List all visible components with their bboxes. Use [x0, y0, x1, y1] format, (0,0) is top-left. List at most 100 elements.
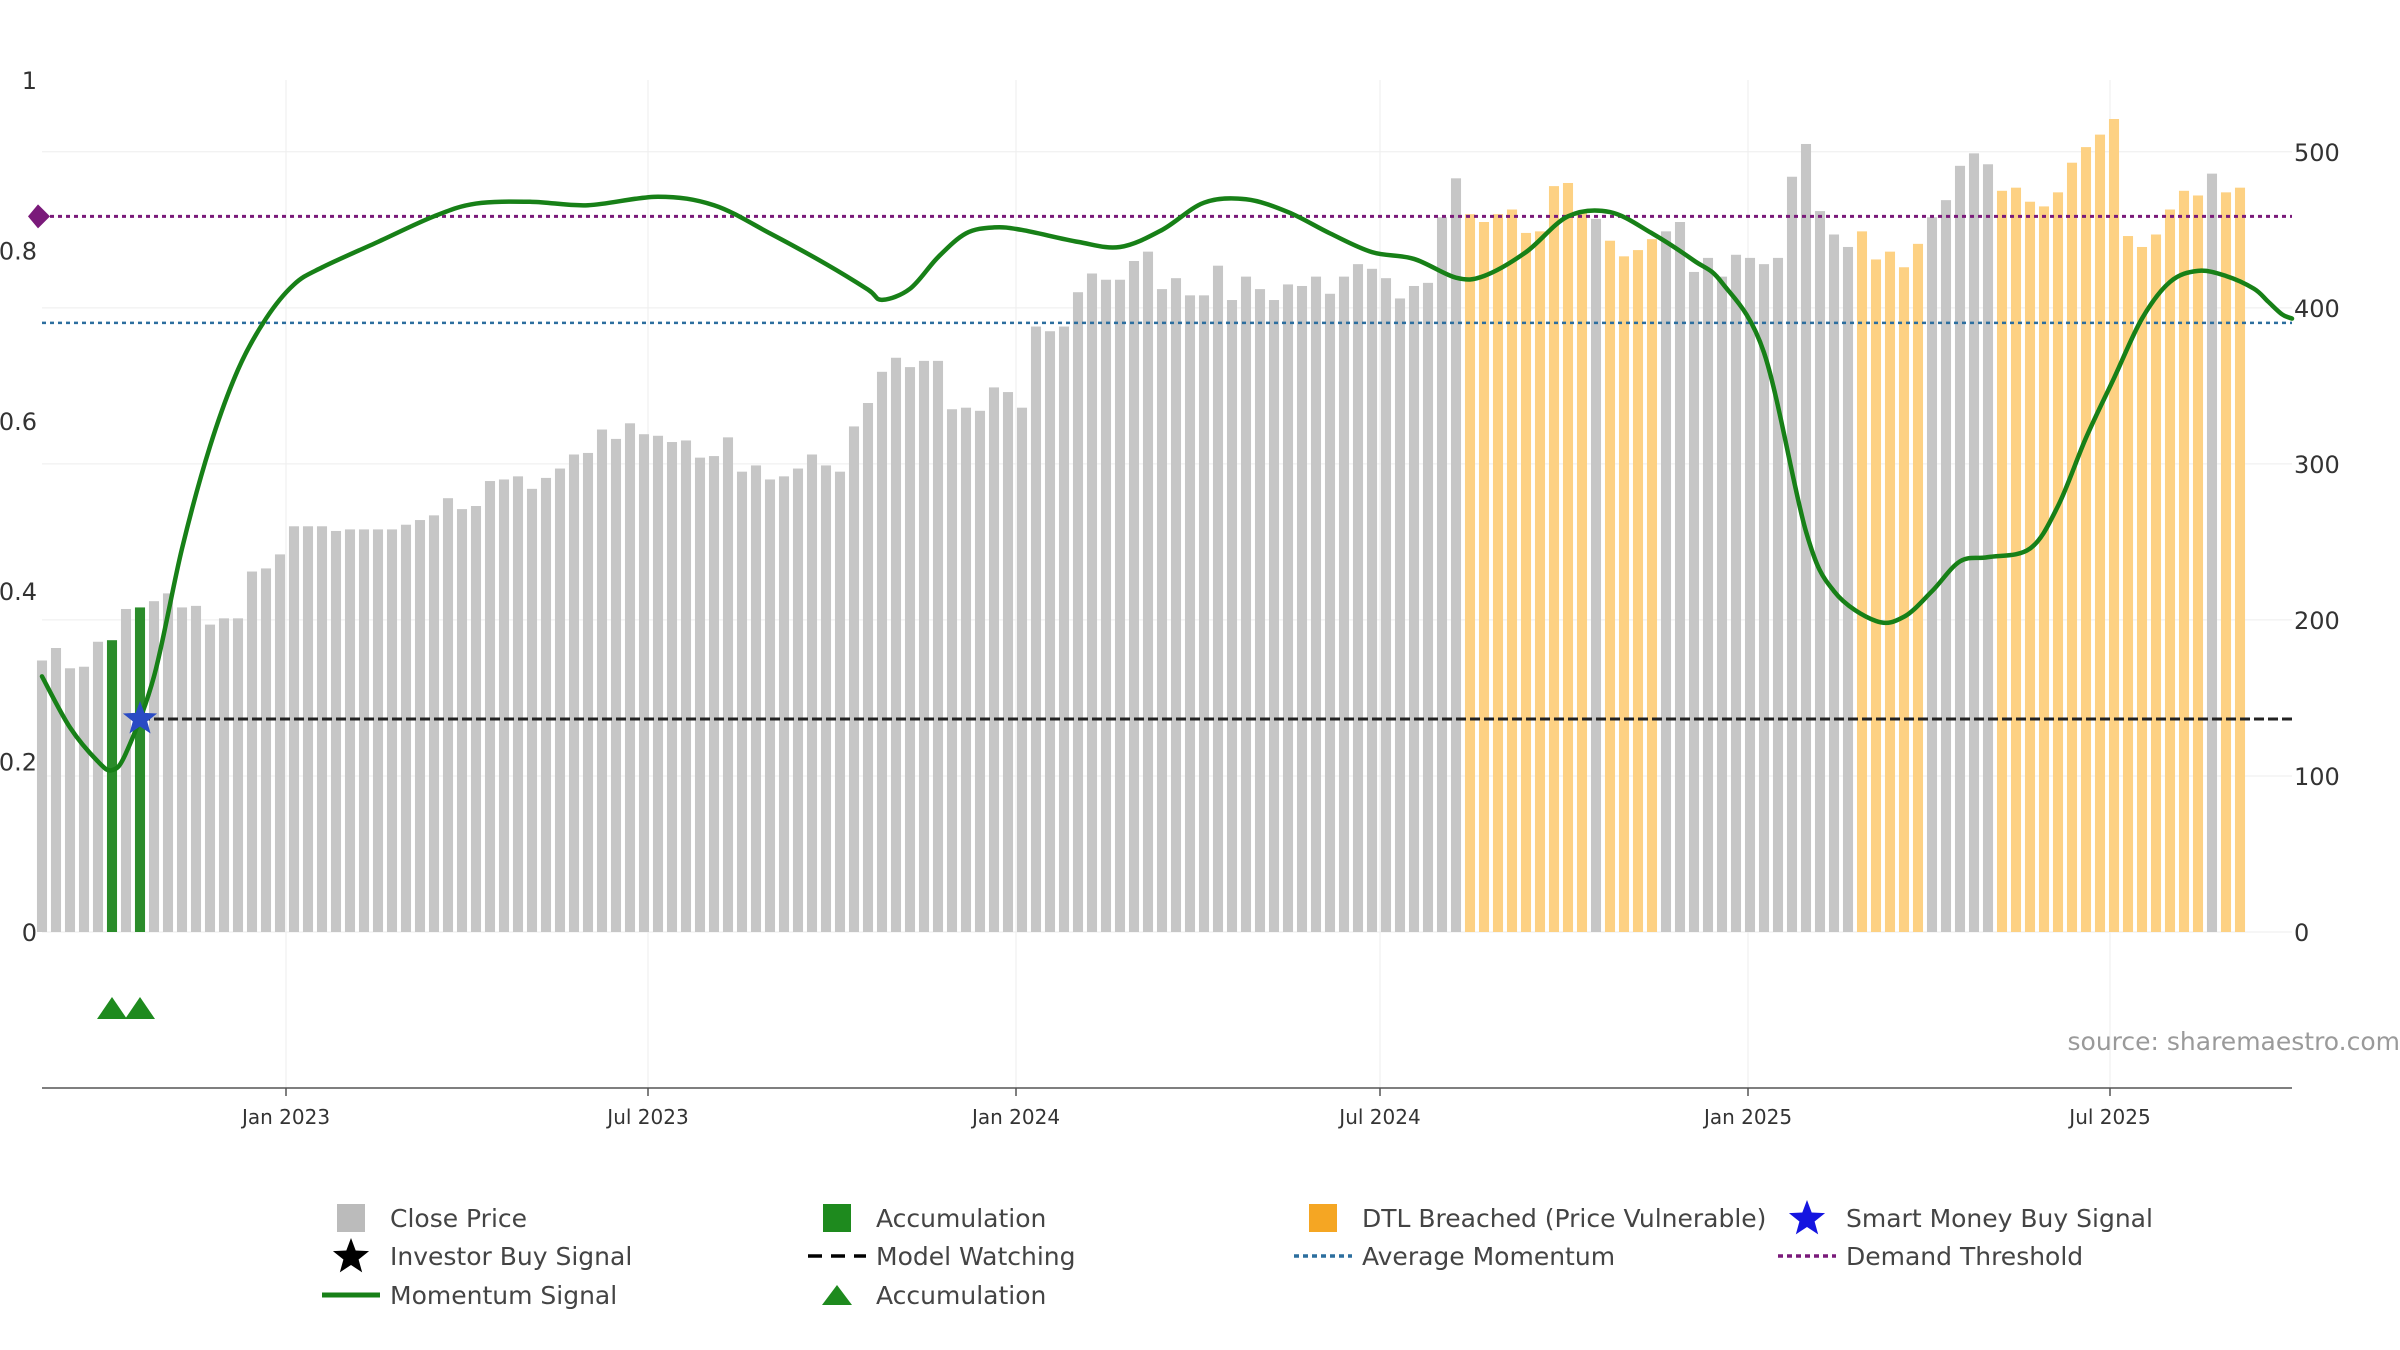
- price-bar: [1842, 246, 1854, 932]
- price-bar: [288, 526, 300, 932]
- y-left-tick-label: 0: [22, 919, 37, 947]
- dtl-breached-bar: [1464, 214, 1476, 932]
- price-bar: [1716, 276, 1728, 933]
- legend-label: DTL Breached (Price Vulnerable): [1362, 1203, 1767, 1233]
- price-bar: [1114, 279, 1126, 932]
- price-bar: [232, 618, 244, 932]
- price-bar: [1940, 200, 1952, 933]
- x-tick-label: Jul 2023: [605, 1105, 688, 1129]
- dtl-breached-bar: [2038, 206, 2050, 932]
- price-bar: [316, 526, 328, 932]
- x-tick-label: Jul 2024: [1337, 1105, 1420, 1129]
- price-bar: [1268, 300, 1280, 932]
- legend-label: Average Momentum: [1362, 1241, 1616, 1271]
- legend-label: Model Watching: [876, 1241, 1076, 1271]
- dtl-breached-bar: [2234, 187, 2246, 932]
- dotted-purple-line-icon: [1778, 1254, 1836, 1258]
- smart-money-star: [122, 701, 158, 734]
- dtl-breached-bar: [1912, 243, 1924, 932]
- price-bar: [414, 520, 426, 932]
- y-right-tick-label: 300: [2294, 451, 2340, 479]
- y-right-tick-label: 100: [2294, 763, 2340, 791]
- dtl-breached-bar: [1618, 256, 1630, 932]
- dtl-breached-bar: [1534, 231, 1546, 932]
- legend-swatch: [808, 1276, 866, 1314]
- price-bar: [1702, 257, 1714, 932]
- legend-label: Demand Threshold: [1846, 1241, 2084, 1271]
- price-bar: [512, 476, 524, 932]
- price-bar: [596, 429, 608, 932]
- price-bar: [1786, 176, 1798, 932]
- price-bar: [778, 476, 790, 932]
- dtl-breached-bar: [1646, 239, 1658, 932]
- price-bar: [1170, 278, 1182, 933]
- price-bar: [2206, 173, 2218, 933]
- price-bar: [1282, 284, 1294, 932]
- price-bar: [1352, 264, 1364, 933]
- price-bar: [1394, 298, 1406, 932]
- price-bar: [1772, 257, 1784, 932]
- price-bar: [456, 509, 468, 932]
- price-bar: [1128, 261, 1140, 932]
- legend-label: Momentum Signal: [390, 1280, 618, 1310]
- dtl-breached-bar: [2178, 190, 2190, 933]
- price-bar: [610, 438, 622, 932]
- dtl-breached-bar: [1562, 182, 1574, 932]
- price-bar: [260, 568, 272, 932]
- price-bar: [1758, 264, 1770, 933]
- price-bar: [1184, 295, 1196, 932]
- price-bar: [708, 456, 720, 932]
- price-bar: [1674, 222, 1686, 932]
- price-bar: [652, 435, 664, 932]
- price-bar: [1968, 153, 1980, 933]
- price-bar: [974, 410, 986, 932]
- y-left-tick-label: 0.4: [0, 578, 37, 606]
- price-bar: [1828, 234, 1840, 932]
- price-bar: [1380, 278, 1392, 933]
- price-bar: [1744, 257, 1756, 932]
- dtl-breached-bar: [1478, 222, 1490, 932]
- price-bar: [442, 498, 454, 932]
- dtl-breached-bar: [2136, 246, 2148, 932]
- x-tick-label: Jan 2024: [970, 1105, 1060, 1129]
- price-bar: [680, 440, 692, 932]
- price-bar: [904, 367, 916, 933]
- y-right-tick-label: 400: [2294, 295, 2340, 323]
- price-bar: [176, 607, 188, 932]
- price-bar: [204, 624, 216, 932]
- legend-item-momentum: Momentum Signal: [322, 1276, 617, 1314]
- price-bar: [1212, 265, 1224, 932]
- price-bar: [1002, 392, 1014, 933]
- price-bar: [1100, 279, 1112, 932]
- legend-swatch: [322, 1276, 380, 1314]
- price-bar: [92, 641, 104, 932]
- legend-item-accum_bar: Accumulation: [808, 1199, 1046, 1237]
- dtl-breached-bar: [1548, 186, 1560, 933]
- y-right-tick-label: 0: [2294, 919, 2309, 947]
- x-tick-label: Jan 2023: [240, 1105, 330, 1129]
- price-bar: [218, 618, 230, 932]
- price-bar: [1324, 293, 1336, 932]
- green-line-icon: [322, 1292, 380, 1298]
- dtl-breached-bar: [1996, 190, 2008, 933]
- green-triangle-icon: [822, 1285, 852, 1305]
- accumulation-bar: [106, 640, 118, 932]
- price-bar: [666, 442, 678, 932]
- source-credit: source: sharemaestro.com: [2068, 1027, 2400, 1056]
- dtl-breached-bar: [1492, 214, 1504, 932]
- legend-item-close: Close Price: [322, 1199, 527, 1237]
- price-bar: [848, 426, 860, 932]
- dtl-breached-bar: [2220, 192, 2232, 932]
- price-bar: [1954, 165, 1966, 933]
- price-bar: [246, 571, 258, 932]
- price-bar: [932, 360, 944, 932]
- price-bar: [1982, 164, 1994, 932]
- orange-square-icon: [1309, 1204, 1337, 1232]
- price-bar: [694, 457, 706, 932]
- accumulation-triangle: [97, 997, 127, 1019]
- gray-square-icon: [337, 1204, 365, 1232]
- dtl-breached-bar: [2080, 147, 2092, 933]
- price-bar: [988, 387, 1000, 932]
- price-bar: [960, 407, 972, 932]
- dtl-breached-bar: [1576, 211, 1588, 933]
